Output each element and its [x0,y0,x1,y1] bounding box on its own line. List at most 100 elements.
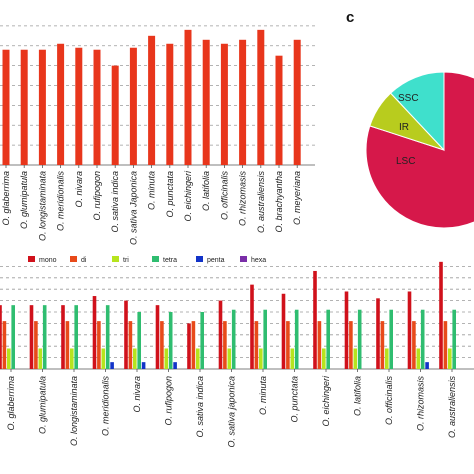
bar-tetra [389,309,393,369]
legend-swatch-penta [196,256,203,262]
bar-tetra [452,309,456,369]
top-category-label: O. punctata [165,171,175,218]
bar-di [191,321,196,369]
bar-tetra [168,312,173,369]
bar-mono [250,284,254,369]
bar-di [223,321,227,369]
top-category-label: O. nivara [74,171,84,208]
bar-tetra [200,312,204,369]
bar-tri [259,348,263,369]
bar-tri [416,348,421,369]
bar-tetra [105,305,110,369]
legend-label-di: di [81,257,87,264]
bar-mono [344,291,349,369]
legend-swatch-tetra [152,256,159,262]
bar-mono [376,298,380,369]
bottom-category-label: O. longistaminata [69,376,79,446]
top-category-label: O. longistaminata [37,171,47,241]
bar-di [160,321,164,369]
top-category-label: O. glumipatula [19,171,29,229]
bottom-category-label: O. glaberrima [6,376,16,431]
bar-di [65,321,70,369]
bottom-category-label: O. meridionalis [101,376,111,437]
bar-tri [164,348,169,369]
bar-tetra [263,309,267,369]
top-category-label: O. eichingeri [183,170,193,222]
bar-tri [101,348,106,369]
legend-label-tetra: tetra [163,257,177,264]
top-bar-chart: O. glaberrima O. glumipatula O. longistami… [0,25,315,245]
bar-di [317,321,322,369]
bar-tetra [74,305,78,369]
top-bar [75,47,83,165]
top-bar [275,55,283,165]
bottom-category-label: O. sativa indica [195,376,205,438]
pie-slice-lsc [365,71,474,229]
top-category-label: O. officinalis [219,171,229,221]
bar-di [349,321,353,369]
bottom-grouped-bar-chart: mono di tri tetra penta hexa O. glaberrima O. g… [0,256,474,448]
top-category-label: O. glaberrima [1,171,11,226]
bar-tetra [11,305,15,369]
bar-di [2,321,7,369]
bar-penta [110,362,114,369]
top-bar [202,39,210,165]
legend-swatch-tri [112,256,119,262]
pie-label-lsc: LSC [396,156,415,167]
bar-penta [425,362,429,369]
bar-tetra [420,309,425,369]
top-bar [20,49,28,165]
bar-mono [218,300,223,369]
pie-chart: c LSC IR SSC [346,9,474,229]
top-category-label: O. meridionalis [56,171,66,232]
top-bar [93,49,101,165]
top-bar [38,49,46,165]
top-category-label: O. australiensis [256,171,266,234]
pie-label-ir: IR [399,122,409,133]
top-bar [129,47,137,165]
top-category-label: O. sativa indica [110,171,120,233]
bottom-category-label: O. minuta [258,376,268,415]
bar-di [254,321,259,369]
bar-tetra [42,305,47,369]
legend-label-penta: penta [207,257,225,264]
bottom-category-label: O. eichingeri [321,375,331,427]
bar-tri [7,348,11,369]
top-bar [111,65,119,165]
bar-di [412,321,416,369]
bar-mono [155,305,160,369]
pie-slice-ssc [389,71,445,152]
top-category-label: O. latifolia [201,171,211,211]
legend-label-tri: tri [123,257,129,264]
legend-label-hexa: hexa [251,257,266,264]
bar-mono [187,323,191,369]
bar-tri [448,348,452,369]
bar-mono [29,305,34,369]
bottom-category-label: O. rufipogon [164,376,174,426]
top-category-label: O. rhizomasis [238,171,248,227]
bar-tri [196,348,200,369]
bar-mono [281,293,286,369]
top-bar [57,43,65,166]
bottom-category-label: O. australiensis [447,376,457,439]
bar-di [128,321,133,369]
bar-di [443,321,448,369]
bottom-category-label: O. rhizomasis [416,376,426,432]
top-bar [220,43,228,166]
bar-penta [141,362,146,369]
top-bar [148,35,156,165]
bar-mono [124,300,128,369]
bar-tetra [294,309,299,369]
bottom-category-label: O. latifolia [353,376,363,416]
top-bar [293,39,301,165]
bar-mono [92,296,97,369]
top-category-label: O. brachyantha [274,171,284,233]
bar-tri [70,348,74,369]
bar-mono [407,291,412,369]
bar-tri [38,348,43,369]
top-category-label: O. minuta [147,171,157,210]
bar-di [97,321,101,369]
bottom-category-label: O. glumipatula [38,376,48,434]
bar-tri [385,348,389,369]
